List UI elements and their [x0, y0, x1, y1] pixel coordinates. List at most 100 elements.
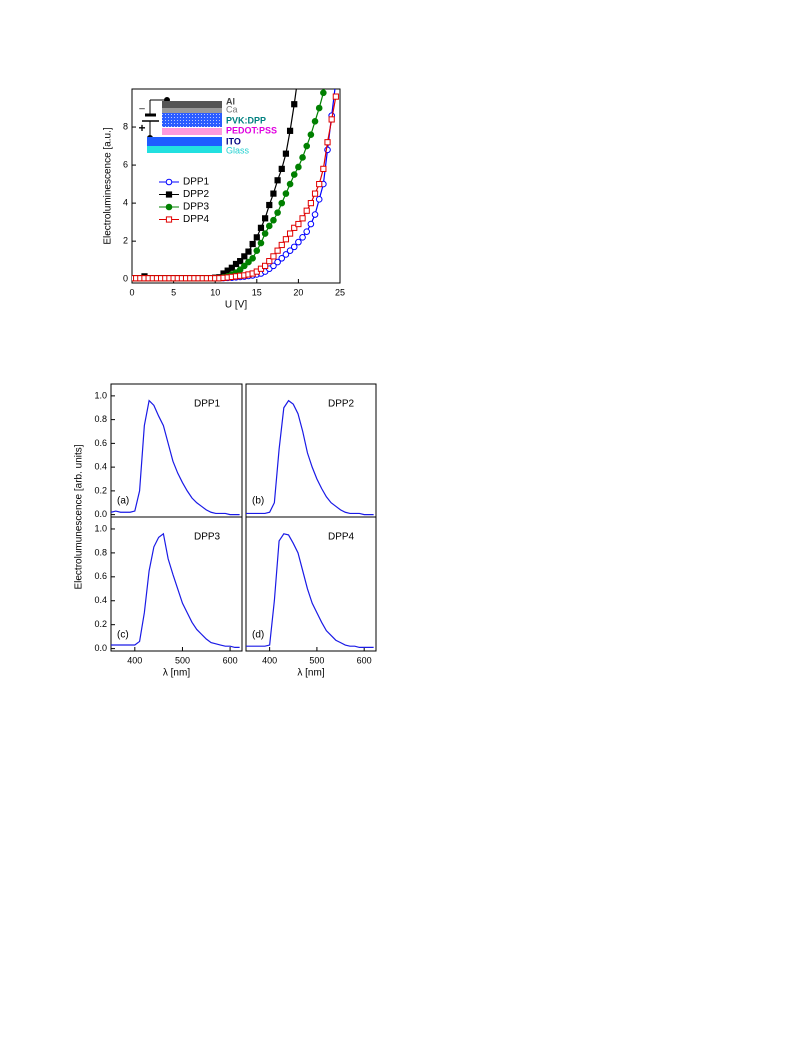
marker	[249, 254, 256, 262]
x-tick-label: 600	[357, 655, 372, 665]
panel-label: (d)	[252, 630, 264, 641]
marker	[270, 190, 277, 197]
marker	[311, 190, 319, 197]
layer-label: PVK:DPP	[226, 115, 266, 125]
layer-label: Al	[226, 96, 235, 106]
marker	[295, 220, 302, 228]
marker	[328, 116, 335, 123]
x-tick-label: 20	[293, 287, 303, 297]
x-tick-label: 10	[210, 287, 220, 297]
y-tick-label: 8	[123, 121, 128, 131]
y-tick-label: 1.0	[94, 390, 107, 400]
spectrum-line	[111, 532, 240, 649]
x-axis-label: U [V]	[225, 300, 247, 311]
layer-ca	[162, 108, 222, 113]
x-tick-label: 5	[171, 287, 176, 297]
layer-pvk	[162, 113, 222, 127]
marker	[266, 201, 273, 209]
panel-label: (c)	[117, 630, 129, 641]
x-axis-label: λ [nm]	[297, 668, 324, 679]
legend-label: DPP4	[183, 214, 210, 225]
layer-label: PEDOT:PSS	[226, 125, 277, 135]
layer-al	[162, 101, 222, 108]
marker	[295, 163, 302, 171]
marker	[316, 180, 323, 188]
spectrum-line	[111, 399, 240, 516]
marker	[333, 79, 339, 85]
layer-label: ITO	[226, 136, 241, 146]
panel-title: DPP3	[194, 532, 221, 543]
y-tick-label: 0.2	[94, 619, 107, 629]
marker	[274, 177, 281, 184]
minus-sign: –	[139, 104, 145, 115]
legend-label: DPP1	[183, 177, 210, 188]
marker	[253, 247, 261, 254]
x-tick-label: 600	[223, 655, 238, 665]
marker	[303, 142, 311, 150]
x-tick-label: 25	[335, 287, 345, 297]
marker	[299, 154, 306, 161]
y-tick-label: 4	[123, 197, 128, 207]
marker	[290, 243, 298, 251]
legend-label: DPP3	[183, 202, 210, 213]
y-tick-label: 6	[123, 159, 128, 169]
y-tick-label: 0.6	[94, 571, 107, 581]
marker	[236, 266, 244, 273]
panel-frame	[245, 383, 377, 518]
layer-ito	[147, 137, 222, 146]
y-tick-label: 0.2	[94, 485, 107, 495]
marker	[270, 216, 277, 224]
y-tick-label: 0.8	[94, 547, 107, 557]
x-tick-label: 0	[129, 287, 134, 297]
marker	[286, 247, 294, 254]
marker	[278, 165, 285, 172]
marker	[282, 190, 290, 197]
y-tick-label: 0.0	[94, 643, 107, 653]
marker	[241, 262, 248, 270]
marker	[320, 165, 327, 172]
x-tick-label: 400	[127, 655, 142, 665]
marker	[286, 127, 294, 134]
marker	[311, 118, 319, 125]
marker	[291, 224, 298, 231]
marker	[274, 209, 281, 216]
marker	[320, 89, 327, 97]
layer-glass	[147, 146, 222, 153]
marker	[286, 180, 294, 188]
marker	[307, 220, 315, 228]
marker	[299, 215, 306, 222]
device-inset: – + Al Ca PVK:DPP PEDOT:PSS ITO Glass	[138, 96, 277, 155]
y-tick-label: 0.6	[94, 438, 107, 448]
marker	[278, 254, 286, 262]
marker	[270, 253, 277, 260]
y-tick-label: 0.0	[94, 509, 107, 519]
y-tick-label: 0.4	[94, 595, 107, 605]
x-tick-label: 400	[262, 655, 277, 665]
panel-frame	[110, 516, 243, 652]
marker	[332, 93, 339, 100]
marker	[278, 199, 286, 207]
x-tick-label: 500	[309, 655, 324, 665]
x-tick-label: 15	[252, 287, 262, 297]
marker	[265, 222, 273, 230]
marker	[282, 150, 290, 157]
legend-marker	[165, 178, 173, 186]
marker	[307, 200, 314, 207]
marker	[325, 75, 331, 81]
layer-label: Ca	[226, 104, 238, 114]
marker	[228, 264, 235, 271]
marker	[315, 104, 323, 112]
marker	[270, 262, 277, 270]
marker	[299, 234, 306, 241]
layer-pedot	[162, 128, 222, 135]
panel-title: DPP1	[194, 399, 221, 410]
panel-frame	[110, 383, 243, 518]
marker	[278, 241, 285, 249]
marker	[291, 101, 298, 108]
y-tick-label: 0.4	[94, 462, 107, 472]
marker	[315, 196, 323, 203]
spectrum-line	[246, 533, 374, 649]
marker	[274, 258, 281, 266]
